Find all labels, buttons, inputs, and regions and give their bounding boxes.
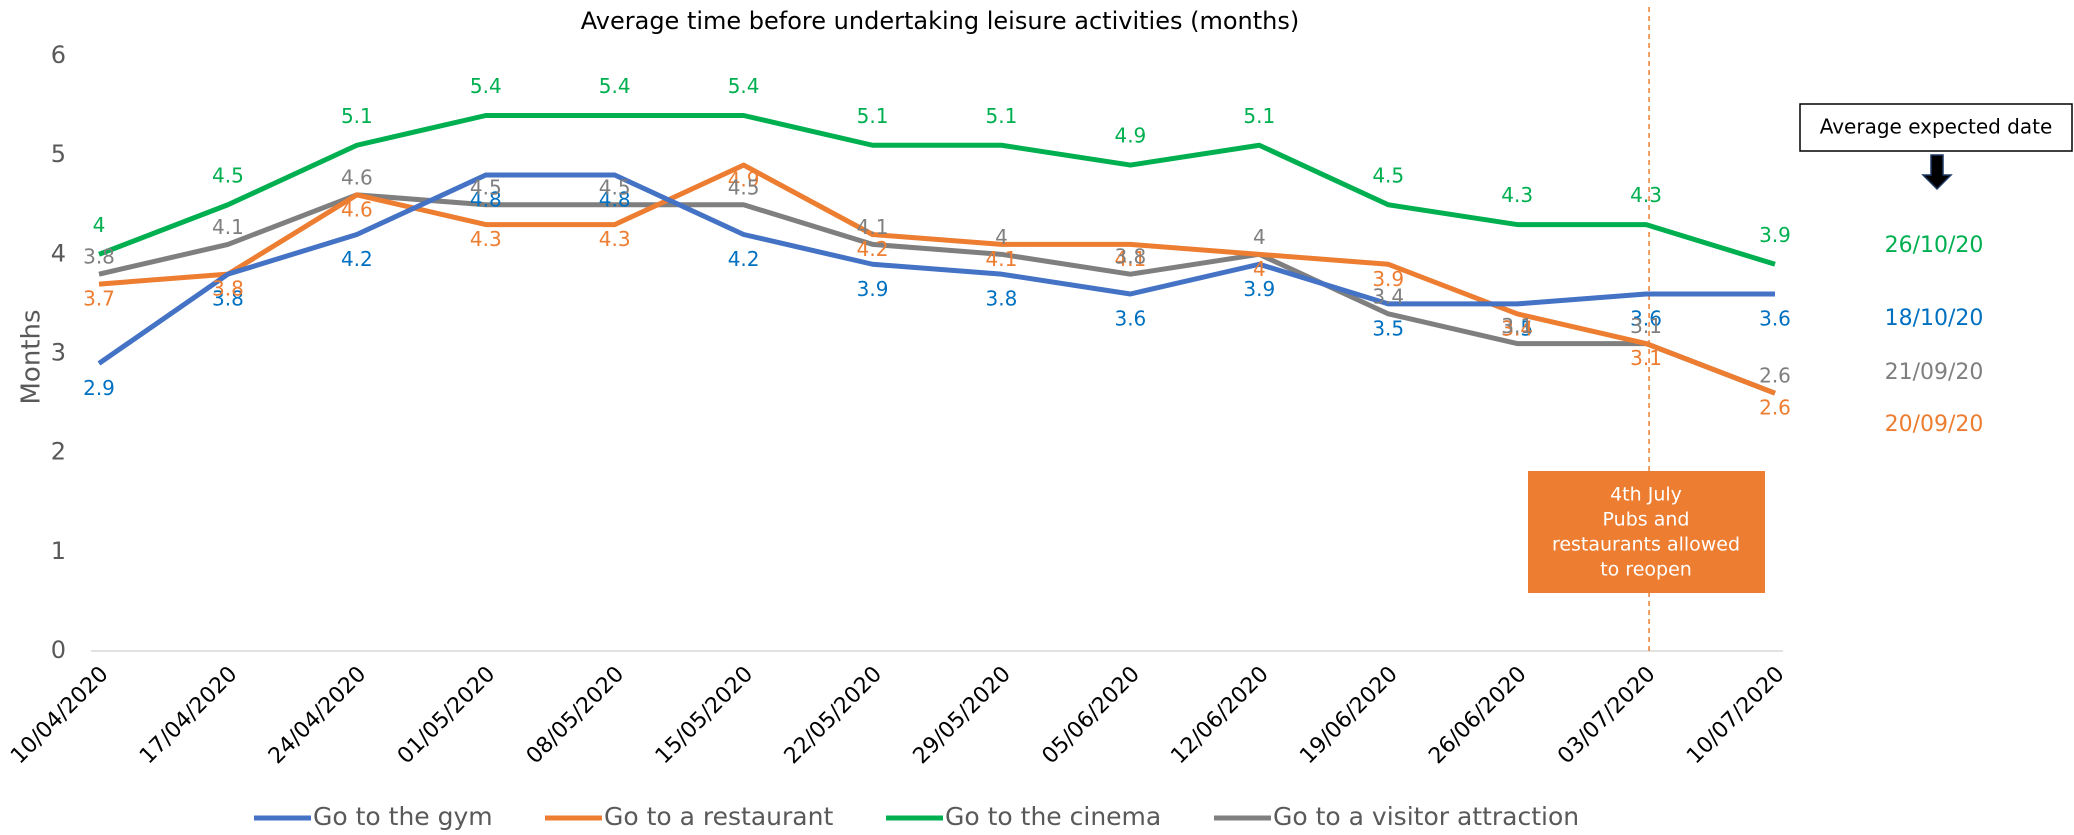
data-label: 4.2 [857,237,889,261]
data-label: 3.1 [1501,314,1533,338]
x-tick-label: 05/06/2020 [1038,662,1145,769]
x-tick-label: 10/04/2020 [6,662,113,769]
x-tick-label: 24/04/2020 [264,662,371,769]
x-tick-label: 19/06/2020 [1295,662,1402,769]
data-label: 3.9 [1759,223,1791,247]
data-label: 2.9 [83,376,115,400]
data-label: 5.4 [599,74,631,98]
data-label: 4.2 [728,247,760,271]
x-tick-label: 03/07/2020 [1553,662,1660,769]
y-tick-label: 3 [51,339,66,367]
expected-date-title: Average expected date [1820,115,2053,139]
data-label: 4.1 [212,215,244,239]
data-label: 2.6 [1759,396,1791,420]
data-label: 5.1 [986,104,1018,128]
data-label: 4.5 [599,175,631,199]
data-label: 3.8 [986,287,1018,311]
data-label: 5.4 [728,74,760,98]
y-tick-label: 4 [51,239,66,267]
legend-label: Go to a visitor attraction [1273,802,1579,831]
y-tick-label: 1 [51,537,66,565]
x-tick-label: 15/05/2020 [651,662,758,769]
y-tick-label: 0 [51,636,66,664]
data-label: 2.6 [1759,364,1791,388]
legend-label: Go to a restaurant [604,802,833,831]
data-label: 4.6 [341,165,373,189]
legend-label: Go to the cinema [945,802,1161,831]
data-label: 4 [1253,225,1266,249]
data-label: 4.9 [728,168,760,192]
event-text: Pubs and [1603,509,1690,531]
expected-date: 26/10/20 [1885,233,1984,258]
data-label: 4.3 [1630,183,1662,207]
legend-label: Go to the gym [313,802,493,831]
data-label: 3.7 [83,287,115,311]
data-label: 3.4 [1501,316,1533,340]
expected-date: 20/09/20 [1885,412,1984,437]
data-label: 4.3 [1501,183,1533,207]
expected-date: 18/10/20 [1885,306,1984,331]
data-label: 4.1 [857,215,889,239]
data-label: 3.6 [1759,307,1791,331]
y-tick-label: 6 [51,41,66,69]
expected-date: 21/09/20 [1885,360,1984,385]
data-label: 5.4 [470,74,502,98]
data-label: 3.8 [212,277,244,301]
data-label: 3.1 [1630,346,1662,370]
expected-date-box [1799,103,2073,152]
data-label: 4.3 [599,227,631,251]
data-label: 3.6 [1114,307,1146,331]
data-label: 4 [93,213,106,237]
series-line [97,172,1775,366]
data-label: 4.1 [986,247,1018,271]
data-label: 5.1 [341,104,373,128]
x-tick-label: 29/05/2020 [909,662,1016,769]
data-label: 3.8 [83,245,115,269]
y-tick-label: 5 [51,140,66,168]
data-label: 4.1 [1114,247,1146,271]
y-tick-label: 2 [51,438,66,466]
data-label: 4.2 [341,247,373,271]
event-text: 4th July [1610,484,1682,506]
event-text: to reopen [1600,559,1692,581]
chart-title: Average time before undertaking leisure … [581,7,1299,35]
x-tick-label: 26/06/2020 [1424,662,1531,769]
data-label: 3.8 [212,287,244,311]
x-tick-label: 17/04/2020 [135,662,242,769]
data-label: 3.9 [857,277,889,301]
data-label: 4.6 [341,197,373,221]
data-label: 3.8 [1114,245,1146,269]
data-label: 3.5 [1501,316,1533,340]
data-label: 3.6 [1630,307,1662,331]
data-label: 5.1 [1243,104,1275,128]
series-line [98,113,1776,267]
data-label: 3.9 [1372,267,1404,291]
series-line [98,192,1776,396]
x-tick-label: 08/05/2020 [522,662,629,769]
arrow [1921,154,1953,191]
data-label: 4.8 [599,188,631,212]
data-label: 3.4 [1372,284,1404,308]
event-text: restaurants allowed [1552,534,1740,556]
data-label: 4.3 [470,227,502,251]
x-tick-label: 10/07/2020 [1682,662,1789,769]
event-box [1528,471,1765,593]
y-axis-label: Months [17,309,47,404]
data-label: 4.5 [212,163,244,187]
data-label: 3.5 [1372,316,1404,340]
data-label: 5.1 [857,104,889,128]
data-label: 4.8 [470,188,502,212]
data-label: 4.5 [470,175,502,199]
data-label: 4 [1253,257,1266,281]
data-label: 4.5 [728,175,760,199]
data-label: 4.5 [1372,163,1404,187]
data-label: 3.9 [1243,277,1275,301]
x-tick-label: 22/05/2020 [780,662,887,769]
data-label: 3.1 [1630,314,1662,338]
data-label: 4.9 [1114,124,1146,148]
data-label: 4 [995,225,1008,249]
x-tick-label: 12/06/2020 [1166,662,1273,769]
x-tick-label: 01/05/2020 [393,662,500,769]
